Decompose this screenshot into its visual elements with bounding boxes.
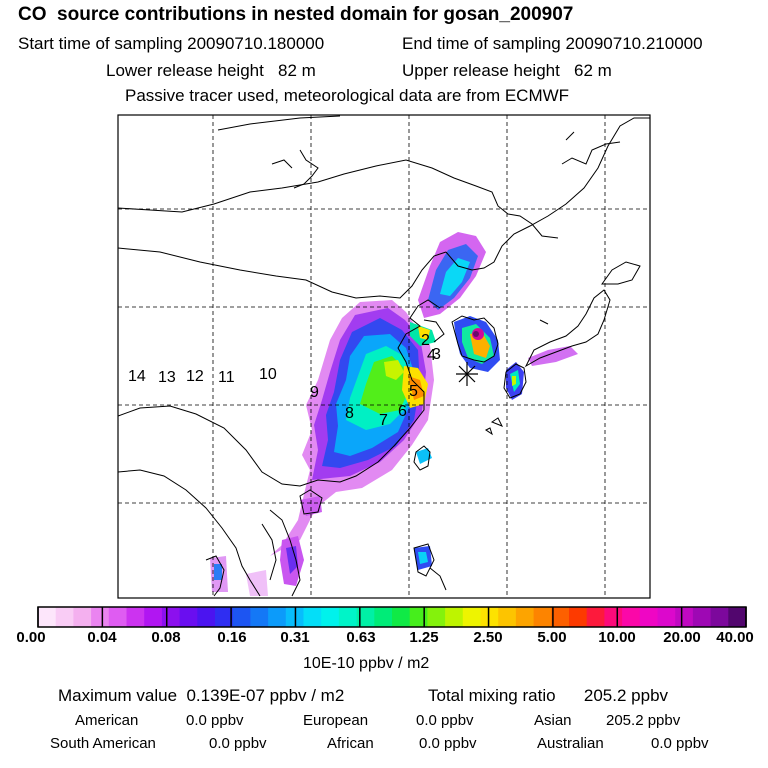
total-mixing-ratio: Total mixing ratio 205.2 ppbv bbox=[428, 686, 669, 705]
colorbar-swatch bbox=[179, 607, 198, 627]
colorbar-swatch bbox=[268, 607, 287, 627]
colorbar-tick-5: 0.63 bbox=[346, 629, 376, 646]
colorbar-tick-1: 0.04 bbox=[87, 629, 117, 646]
colorbar-tick-0: 0.00 bbox=[16, 629, 46, 646]
colorbar-swatch bbox=[55, 607, 74, 627]
lower-release-height: Lower release height 82 m bbox=[106, 61, 316, 80]
region-label-6: 6 bbox=[398, 403, 407, 420]
colorbar-swatch bbox=[356, 607, 375, 627]
colorbar-swatch bbox=[675, 607, 694, 627]
colorbar-tick-9: 10.00 bbox=[598, 629, 636, 646]
region-label-14: 14 bbox=[128, 368, 146, 385]
colorbar-swatch bbox=[215, 607, 234, 627]
colorbar-swatch bbox=[374, 607, 393, 627]
source-name-african: African bbox=[327, 735, 374, 752]
colorbar-tick-10: 20.00 bbox=[663, 629, 701, 646]
region-label-4: 4 bbox=[427, 347, 436, 364]
region-label-12: 12 bbox=[186, 368, 204, 385]
colorbar-tick-6: 1.25 bbox=[409, 629, 439, 646]
colorbar-swatch bbox=[91, 607, 110, 627]
region-label-2: 2 bbox=[421, 332, 430, 349]
colorbar-swatch bbox=[515, 607, 535, 627]
colorbar-frame bbox=[37, 606, 747, 628]
colorbar-tick-3: 0.16 bbox=[217, 629, 247, 646]
colorbar-swatch bbox=[232, 607, 251, 627]
upper-release-height: Upper release height 62 m bbox=[402, 61, 612, 80]
colorbar-tick-4: 0.31 bbox=[280, 629, 310, 646]
colorbar-swatch bbox=[639, 607, 659, 627]
colorbar-swatch bbox=[38, 607, 57, 627]
colorbar-swatch bbox=[303, 607, 322, 627]
colorbar-swatch bbox=[73, 607, 92, 627]
colorbar-swatch bbox=[551, 607, 570, 627]
colorbar-swatch bbox=[692, 607, 712, 627]
region-label-9: 9 bbox=[310, 384, 319, 401]
colorbar-swatch bbox=[108, 607, 128, 627]
colorbar-swatch bbox=[161, 607, 181, 627]
source-name-european: European bbox=[303, 712, 369, 729]
colorbar-swatch bbox=[462, 607, 482, 627]
colorbar-swatch bbox=[533, 607, 552, 627]
receptor-star-icon bbox=[456, 362, 478, 386]
source-value-australian: 0.0 ppbv bbox=[651, 735, 709, 752]
colorbar-swatch bbox=[250, 607, 269, 627]
source-value-american: 0.0 ppbv bbox=[186, 712, 244, 729]
colorbar-swatch bbox=[126, 607, 145, 627]
colorbar-swatch bbox=[586, 607, 605, 627]
colorbar-swatch bbox=[197, 607, 216, 627]
colorbar-swatch bbox=[569, 607, 588, 627]
colorbar-swatch bbox=[710, 607, 729, 627]
colorbar-swatch bbox=[657, 607, 676, 627]
concentration-field bbox=[210, 232, 578, 596]
colorbar-swatch bbox=[604, 607, 623, 627]
colorbar-swatch bbox=[392, 607, 411, 627]
colorbar-swatch bbox=[321, 607, 340, 627]
colorbar-swatch bbox=[622, 607, 641, 627]
source-name-american: American bbox=[75, 712, 139, 729]
colorbar-swatch bbox=[498, 607, 517, 627]
end-time-label: End time of sampling 20090710.210000 bbox=[402, 34, 703, 53]
source-value-african: 0.0 ppbv bbox=[419, 735, 477, 752]
graticule bbox=[118, 115, 650, 598]
colorbar-tick-7: 2.50 bbox=[473, 629, 503, 646]
source-name-south-american: South American bbox=[50, 735, 156, 752]
source-value-south-american: 0.0 ppbv bbox=[209, 735, 267, 752]
source-name-australian: Australian bbox=[537, 735, 604, 752]
colorbar bbox=[37, 607, 747, 627]
region-label-13: 13 bbox=[158, 369, 176, 386]
colorbar-units: 10E-10 ppbv / m2 bbox=[303, 655, 430, 672]
source-value-asian: 205.2 ppbv bbox=[606, 712, 681, 729]
region-label-8: 8 bbox=[345, 405, 354, 422]
region-label-5: 5 bbox=[409, 383, 418, 400]
region-label-7: 7 bbox=[379, 412, 388, 429]
colorbar-swatch bbox=[338, 607, 358, 627]
colorbar-swatch bbox=[728, 607, 747, 627]
region-label-3: 3 bbox=[432, 346, 441, 363]
colorbar-swatch bbox=[144, 607, 163, 627]
colorbar-tick-8: 5.00 bbox=[537, 629, 567, 646]
colorbar-swatch bbox=[427, 607, 446, 627]
colorbar-swatch bbox=[480, 607, 499, 627]
region-label-10: 10 bbox=[259, 366, 277, 383]
source-name-asian: Asian bbox=[534, 712, 572, 729]
colorbar-tick-11: 40.00 bbox=[716, 629, 754, 646]
colorbar-swatch bbox=[409, 607, 428, 627]
source-value-european: 0.0 ppbv bbox=[416, 712, 474, 729]
map-title: CO source contributions in nested domain… bbox=[18, 4, 574, 25]
tracer-note: Passive tracer used, meteorological data… bbox=[125, 86, 570, 105]
map-frame bbox=[117, 114, 651, 599]
start-time-label: Start time of sampling 20090710.180000 bbox=[18, 34, 325, 53]
region-label-11: 11 bbox=[218, 369, 235, 386]
coastlines bbox=[118, 115, 650, 597]
colorbar-swatch bbox=[445, 607, 464, 627]
maximum-value: Maximum value 0.139E-07 ppbv / m2 bbox=[58, 686, 345, 705]
colorbar-tick-2: 0.08 bbox=[151, 629, 181, 646]
